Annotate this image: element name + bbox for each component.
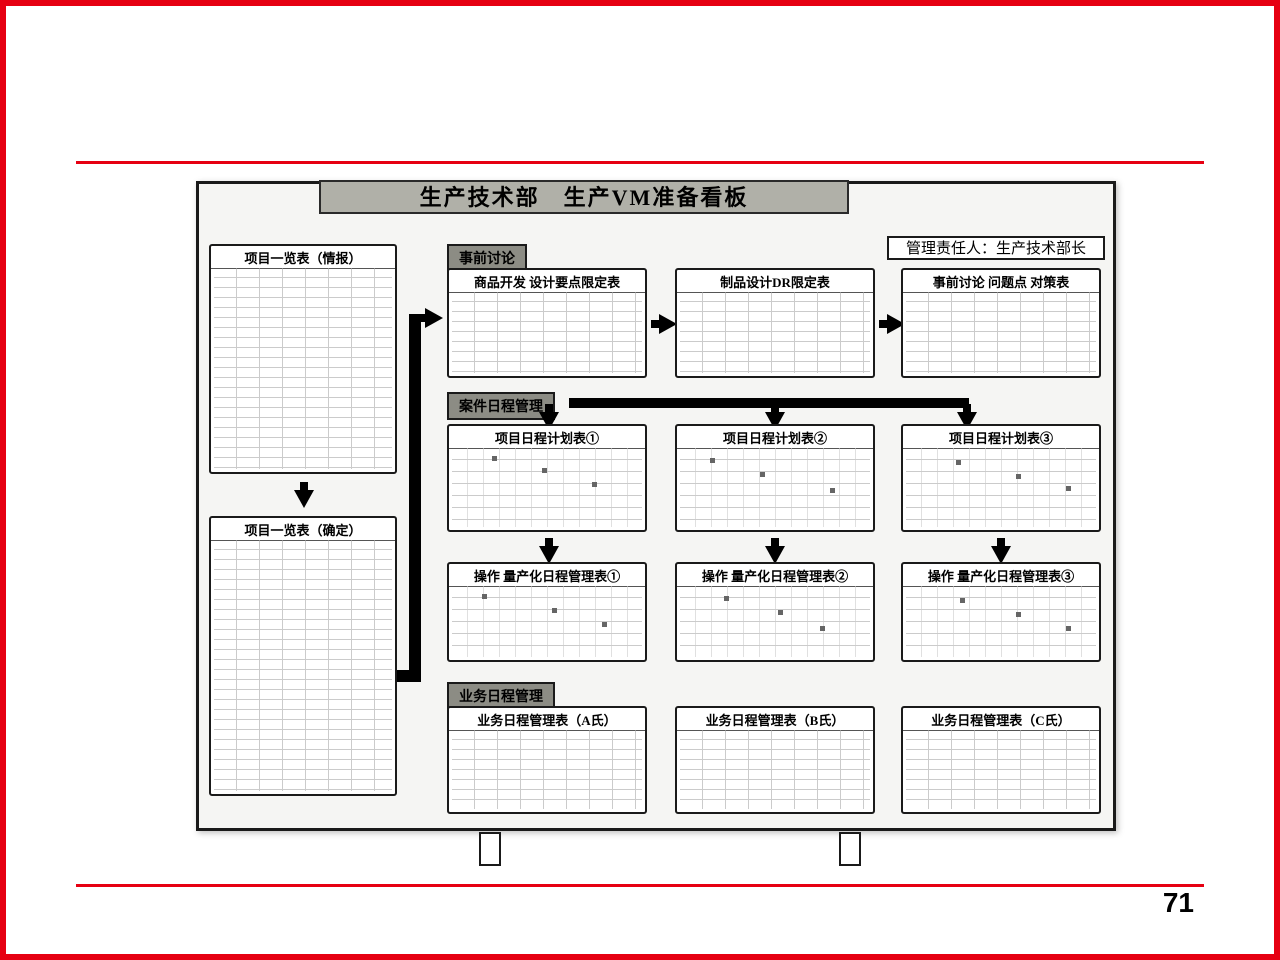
panel-grid xyxy=(452,730,642,809)
panel-grid xyxy=(680,448,870,527)
panel-schedule-1: 项目日程计划表① xyxy=(447,424,647,532)
flow-bar-vertical xyxy=(409,314,421,682)
panel-title: 项目一览表（确定） xyxy=(211,518,395,541)
arrow-right-icon xyxy=(425,308,443,328)
panel-schedule-2: 项目日程计划表② xyxy=(675,424,875,532)
panel-schedule-3: 项目日程计划表③ xyxy=(901,424,1101,532)
panel-grid xyxy=(680,292,870,373)
responsible-label: 管理责任人：生产技术部长 xyxy=(887,236,1105,260)
panel-title: 项目日程计划表② xyxy=(677,426,873,449)
panel-grid xyxy=(680,730,870,809)
panel-title: 项目日程计划表① xyxy=(449,426,645,449)
panel-grid xyxy=(906,730,1096,809)
panel-issue-countermeasure: 事前讨论 问题点 对策表 xyxy=(901,268,1101,378)
panel-work-a: 业务日程管理表（A氏） xyxy=(447,706,647,814)
panel-title: 操作 量产化日程管理表① xyxy=(449,564,645,587)
panel-title: 项目日程计划表③ xyxy=(903,426,1099,449)
panel-massprod-1: 操作 量产化日程管理表① xyxy=(447,562,647,662)
panel-grid xyxy=(906,586,1096,657)
panel-grid xyxy=(452,292,642,373)
panel-grid xyxy=(214,268,392,469)
panel-title: 商品开发 设计要点限定表 xyxy=(449,270,645,293)
board-leg xyxy=(839,832,861,866)
flow-bar-horizontal xyxy=(569,398,969,408)
panel-grid xyxy=(452,586,642,657)
panel-title: 制品设计DR限定表 xyxy=(677,270,873,293)
panel-project-list-info: 项目一览表（情报） xyxy=(209,244,397,474)
panel-massprod-3: 操作 量产化日程管理表③ xyxy=(901,562,1101,662)
panel-grid xyxy=(452,448,642,527)
panel-work-b: 业务日程管理表（B氏） xyxy=(675,706,875,814)
panel-massprod-2: 操作 量产化日程管理表② xyxy=(675,562,875,662)
page-number: 71 xyxy=(1163,887,1194,919)
board-title: 生产技术部 生产VM准备看板 xyxy=(319,180,849,214)
panel-title: 业务日程管理表（B氏） xyxy=(677,708,873,731)
panel-dr-limit: 制品设计DR限定表 xyxy=(675,268,875,378)
arrow-down-icon xyxy=(294,490,314,508)
panel-grid xyxy=(214,540,392,791)
panel-title: 项目一览表（情报） xyxy=(211,246,395,269)
panel-title: 业务日程管理表（A氏） xyxy=(449,708,645,731)
panel-grid xyxy=(906,448,1096,527)
panel-title: 操作 量产化日程管理表③ xyxy=(903,564,1099,587)
panel-title: 操作 量产化日程管理表② xyxy=(677,564,873,587)
panel-project-list-confirmed: 项目一览表（确定） xyxy=(209,516,397,796)
panel-design-points: 商品开发 设计要点限定表 xyxy=(447,268,647,378)
board-leg xyxy=(479,832,501,866)
panel-title: 业务日程管理表（C氏） xyxy=(903,708,1099,731)
panel-grid xyxy=(906,292,1096,373)
panel-title: 事前讨论 问题点 对策表 xyxy=(903,270,1099,293)
flow-bar-stub xyxy=(397,670,421,682)
panel-work-c: 业务日程管理表（C氏） xyxy=(901,706,1101,814)
kanban-board: 生产技术部 生产VM准备看板 管理责任人：生产技术部长 项目一览表（情报） 项目… xyxy=(196,181,1116,831)
panel-grid xyxy=(680,586,870,657)
